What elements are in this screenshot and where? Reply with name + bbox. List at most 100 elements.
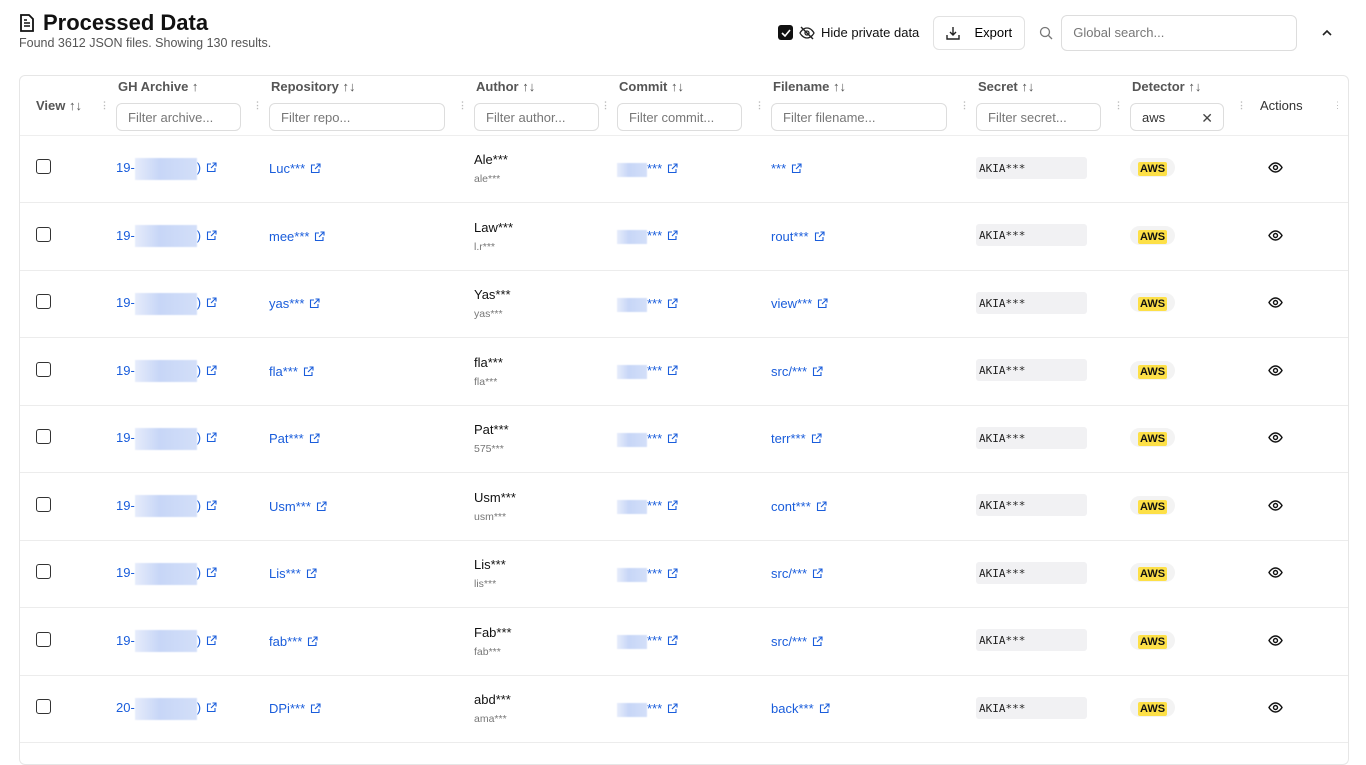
external-link-icon[interactable] [206,635,217,646]
clear-filter-x-icon[interactable]: ✕ [1201,110,1213,126]
gh-archive-link[interactable]: 19-) [116,292,201,315]
commit-link[interactable]: *** [647,498,663,514]
repository-link[interactable]: DPi*** [269,701,306,717]
row-select-checkbox[interactable] [36,159,51,175]
row-select-checkbox[interactable] [36,226,51,242]
column-resize-handle[interactable]: ⋮ [253,100,262,110]
gh-archive-text[interactable]: 19- [116,565,135,581]
filename-link[interactable]: cont*** [771,498,811,514]
gh-archive-text[interactable]: 20- [116,700,135,716]
column-resize-handle[interactable]: ⋮ [1237,100,1246,110]
column-resize-handle[interactable]: ⋮ [1333,100,1342,110]
column-header-actions[interactable]: Actions ⋮ [1253,76,1348,136]
external-link-icon[interactable] [667,230,678,241]
collapse-chevron-up-icon[interactable] [1322,24,1332,39]
external-link-icon[interactable] [667,298,678,309]
commit-link[interactable]: *** [647,363,663,379]
external-link-icon[interactable] [206,500,217,511]
column-resize-handle[interactable]: ⋮ [100,100,109,110]
column-label[interactable]: Secret ↑↓ [978,79,1035,94]
commit-link[interactable]: *** [647,700,663,716]
filename-link[interactable]: rout*** [771,228,809,244]
external-link-icon[interactable] [667,703,678,714]
view-eye-icon[interactable] [1268,162,1283,173]
view-eye-icon[interactable] [1268,567,1283,578]
gh-archive-filter-input[interactable]: Filter archive... [116,103,241,131]
view-eye-icon[interactable] [1268,230,1283,241]
external-link-icon[interactable] [667,568,678,579]
external-link-icon[interactable] [309,298,320,309]
view-eye-icon[interactable] [1268,702,1283,713]
gh-archive-link[interactable]: 19-) [116,225,201,248]
commit-link[interactable]: *** [647,565,663,581]
view-eye-icon[interactable] [1268,432,1283,443]
column-label[interactable]: Author ↑↓ [476,79,536,94]
gh-archive-text[interactable]: 19- [116,632,135,648]
column-label[interactable]: View ↑↓ [36,97,83,113]
commit-link[interactable]: *** [647,160,663,176]
external-link-icon[interactable] [314,231,326,242]
external-link-icon[interactable] [811,433,822,444]
external-link-icon[interactable] [206,365,217,376]
hide-private-toggle[interactable]: Hide private data [778,25,919,40]
external-link-icon[interactable] [667,500,678,511]
row-select-checkbox[interactable] [36,631,51,647]
external-link-icon[interactable] [206,230,217,241]
external-link-icon[interactable] [310,703,321,714]
external-link-icon[interactable] [206,567,217,578]
external-link-icon[interactable] [303,366,314,377]
external-link-icon[interactable] [667,635,678,646]
external-link-icon[interactable] [816,501,827,512]
external-link-icon[interactable] [309,433,320,444]
hide-private-checkbox[interactable] [778,25,793,40]
filename-link[interactable]: view*** [771,296,813,312]
column-resize-handle[interactable]: ⋮ [1114,100,1123,110]
repository-link[interactable]: mee*** [269,228,310,244]
external-link-icon[interactable] [817,298,828,309]
column-resize-handle[interactable]: ⋮ [960,100,969,110]
commit-filter-input[interactable]: Filter commit... [617,103,742,131]
filename-link[interactable]: terr*** [771,431,806,447]
gh-archive-link[interactable]: 19-) [116,562,201,585]
external-link-icon[interactable] [206,702,217,713]
filename-link[interactable]: *** [771,161,787,177]
filename-link[interactable]: src/*** [771,633,808,649]
column-header-author[interactable]: Author ↑↓ Filter author... ⋮ [474,76,617,136]
row-select-checkbox[interactable] [36,361,51,377]
gh-archive-text[interactable]: 19- [116,497,135,513]
repository-link[interactable]: fab*** [269,633,303,649]
external-link-icon[interactable] [206,162,217,173]
external-link-icon[interactable] [814,231,825,242]
column-label[interactable]: Actions [1260,97,1303,113]
gh-archive-link[interactable]: 20-) [116,697,201,720]
column-header-gh-archive[interactable]: GH Archive ↑ Filter archive... ⋮ [116,76,269,136]
row-select-checkbox[interactable] [36,294,51,310]
secret-filter-input[interactable]: Filter secret... [976,103,1101,131]
external-link-icon[interactable] [667,433,678,444]
repository-link[interactable]: Pat*** [269,431,304,447]
view-eye-icon[interactable] [1268,500,1283,511]
external-link-icon[interactable] [310,163,321,174]
column-header-detector[interactable]: Detector ↑↓ aws ✕ ⋮ [1130,76,1253,136]
gh-archive-link[interactable]: 19-) [116,360,201,383]
repository-filter-input[interactable]: Filter repo... [269,103,445,131]
external-link-icon[interactable] [667,365,678,376]
external-link-icon[interactable] [206,297,217,308]
repository-link[interactable]: Luc*** [269,161,306,177]
gh-archive-link[interactable]: 19-) [116,427,201,450]
view-eye-icon[interactable] [1268,297,1283,308]
column-label[interactable]: Filename ↑↓ [773,79,846,94]
external-link-icon[interactable] [812,636,823,647]
commit-link[interactable]: *** [647,228,663,244]
column-header-secret[interactable]: Secret ↑↓ Filter secret... ⋮ [976,76,1130,136]
row-select-checkbox[interactable] [36,564,51,580]
column-header-repository[interactable]: Repository ↑↓ Filter repo... ⋮ [269,76,474,136]
row-select-checkbox[interactable] [36,496,51,512]
column-resize-handle[interactable]: ⋮ [601,100,610,110]
commit-link[interactable]: *** [647,633,663,649]
column-header-filename[interactable]: Filename ↑↓ Filter filename... ⋮ [771,76,976,136]
filename-filter-input[interactable]: Filter filename... [771,103,947,131]
external-link-icon[interactable] [812,568,823,579]
column-header-commit[interactable]: Commit ↑↓ Filter commit... ⋮ [617,76,771,136]
gh-archive-text[interactable]: 19- [116,295,135,311]
